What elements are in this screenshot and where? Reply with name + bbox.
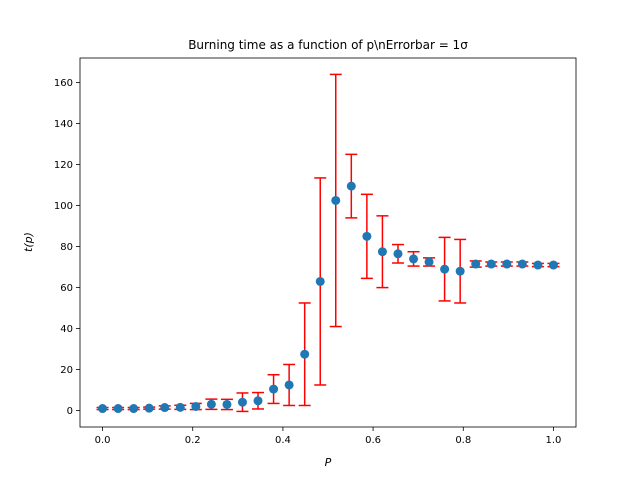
axis-ticks: 0.0 0.2 0.4 0.6 0.8 1.0 0 20 40 60 80 100 120 140 160 — [54, 78, 562, 446]
data-point — [191, 402, 201, 411]
y-axis-label: t(p) — [22, 232, 35, 252]
x-tick-label: 0.6 — [365, 435, 381, 446]
data-point — [113, 404, 123, 414]
y-tick-label: 0 — [67, 406, 73, 417]
data-point — [175, 402, 185, 412]
x-tick-label: 1.0 — [546, 435, 562, 446]
data-point — [393, 249, 403, 259]
y-tick-label: 20 — [60, 365, 73, 376]
y-tick-label: 120 — [54, 160, 73, 171]
data-point — [206, 399, 216, 409]
data-point — [253, 396, 263, 406]
data-point — [315, 276, 325, 286]
y-tick-label: 140 — [54, 119, 73, 130]
chart-title: Burning time as a function of p\nErrorba… — [188, 38, 468, 52]
y-tick-label: 160 — [54, 78, 73, 89]
data-point — [455, 266, 465, 276]
data-point — [409, 254, 419, 264]
data-point — [471, 259, 481, 269]
data-point — [129, 404, 139, 414]
data-point — [440, 264, 450, 274]
data-point — [533, 260, 543, 270]
x-axis-label: P — [325, 456, 332, 469]
data-point — [284, 380, 294, 390]
x-tick-label: 0.0 — [95, 435, 111, 446]
data-point — [517, 259, 527, 269]
x-tick-label: 0.4 — [275, 435, 291, 446]
data-point — [346, 181, 356, 191]
error-bars — [96, 73, 560, 413]
y-tick-label: 60 — [60, 283, 73, 294]
data-point — [160, 403, 170, 413]
x-tick-label: 0.2 — [185, 435, 201, 446]
y-tick-label: 100 — [54, 201, 73, 212]
data-point — [300, 349, 310, 359]
data-point — [331, 195, 341, 205]
x-tick-label: 0.8 — [455, 435, 471, 446]
data-point — [144, 403, 154, 413]
data-point — [222, 399, 232, 409]
y-tick-label: 40 — [60, 324, 73, 335]
data-point — [377, 247, 387, 257]
data-points — [98, 181, 558, 414]
plot-area-frame — [79, 57, 577, 428]
data-point — [269, 384, 279, 394]
data-point — [98, 404, 108, 414]
y-tick-label: 80 — [60, 242, 73, 253]
data-point — [502, 259, 512, 269]
data-point — [548, 260, 558, 270]
data-point — [424, 257, 434, 267]
data-point — [486, 259, 496, 269]
data-point — [237, 397, 247, 407]
data-point — [362, 231, 372, 241]
